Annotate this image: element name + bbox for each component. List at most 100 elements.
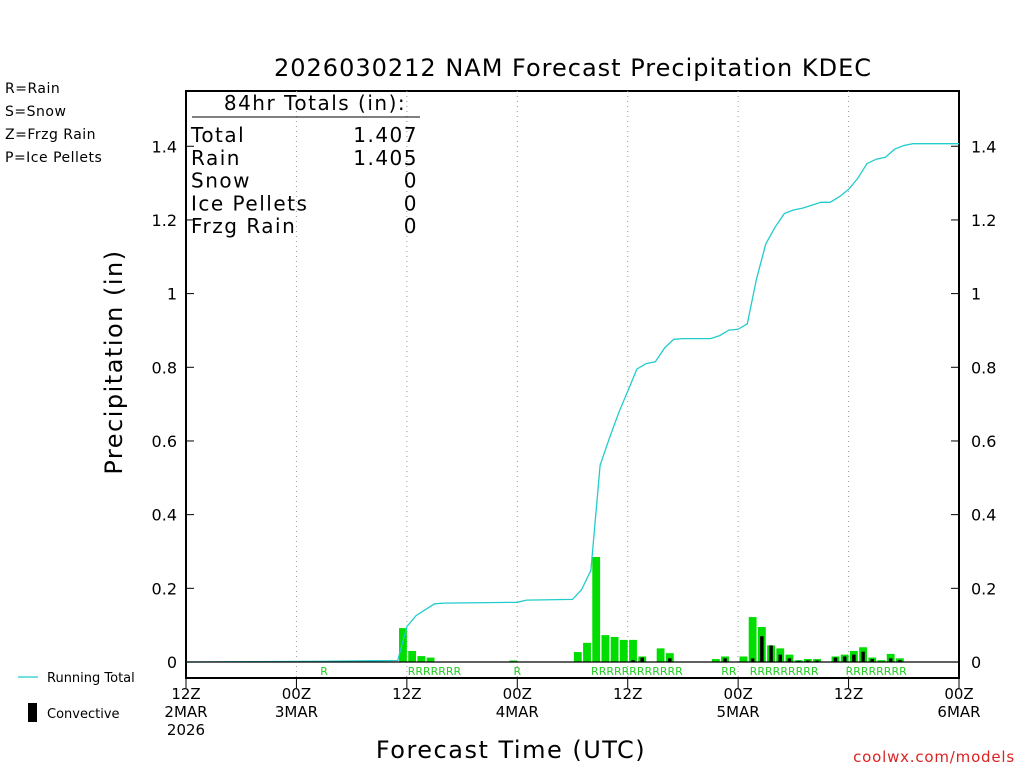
ptype-marker: R — [320, 665, 328, 678]
convective-bar — [750, 658, 755, 662]
running-total-legend-label: Running Total — [47, 671, 135, 686]
y-tick-label-left: 0 — [167, 653, 177, 672]
precip-bar — [573, 652, 582, 662]
x-tick-label: 4MAR — [496, 703, 539, 721]
precip-bar — [748, 617, 757, 662]
precip-bar — [665, 653, 674, 662]
convective-bar — [870, 659, 875, 662]
y-tick-label-left: 1.4 — [152, 137, 177, 156]
ptype-legend-snow: S=Snow — [5, 104, 67, 120]
convective-legend-swatch — [28, 703, 37, 722]
x-tick-label: 00Z — [944, 685, 973, 703]
convective-bar — [769, 645, 773, 662]
precip-bar — [886, 653, 895, 662]
convective-bar — [787, 658, 792, 662]
y-tick-label-right: 1.2 — [971, 211, 996, 230]
convective-bar — [815, 660, 819, 662]
x-tick-label: 12Z — [613, 685, 642, 703]
plot-frame — [185, 90, 960, 679]
totals-row-value: 0 — [404, 169, 418, 193]
x-tick-label: 5MAR — [717, 703, 760, 721]
y-tick-label-right: 0.6 — [971, 432, 996, 451]
chart-title: 2026030212 NAM Forecast Precipitation KD… — [274, 54, 872, 82]
precip-bar — [417, 656, 426, 662]
totals-row-value: 1.405 — [353, 146, 418, 170]
precip-bar — [877, 660, 886, 662]
convective-bar — [631, 660, 635, 662]
totals-row-label: Rain — [191, 146, 241, 170]
convective-legend-label: Convective — [47, 707, 120, 722]
totals-box: 84hr Totals (in): Total 1.407 Rain 1.405 Snow… — [190, 91, 420, 238]
totals-row-value: 0 — [404, 214, 418, 238]
ptype-marker: RR — [721, 665, 737, 678]
y-tick-label-left: 0.6 — [152, 432, 177, 451]
y-tick-label-right: 0 — [971, 653, 981, 672]
precip-bar — [739, 656, 748, 662]
convective-bar — [888, 658, 893, 662]
axes: 0 00.2 0.20.4 0.40.6 0.60.8 0.81 11.2 1.21.4 1.4… — [152, 137, 997, 739]
convective-bar — [842, 656, 847, 662]
credit-text: coolwx.com/models — [853, 748, 1015, 766]
convective-bar — [806, 660, 810, 662]
precip-bar — [601, 635, 610, 662]
x-tick-label: 2MAR — [164, 703, 207, 721]
totals-row-label: Total — [190, 123, 245, 147]
ptype-marker: RRRRRRR — [408, 665, 462, 678]
totals-header: 84hr Totals (in): — [224, 91, 406, 115]
convective-bar — [852, 654, 856, 662]
ptype-marker: RRRRRRRRRRRR — [591, 665, 683, 678]
y-axis-label: Precipitation (in) — [100, 249, 128, 474]
convective-bar — [833, 657, 838, 662]
x-tick-label: 2026 — [167, 721, 205, 739]
precip-bar — [408, 650, 417, 662]
y-tick-label-left: 0.8 — [152, 358, 177, 377]
y-tick-label-right: 1.4 — [971, 137, 996, 156]
ptype-marker: RRRRRRRRR — [750, 665, 819, 678]
ptype-legend-ice-pellets: P=Ice Pellets — [5, 150, 103, 166]
running-total-line — [185, 143, 959, 663]
totals-row-value: 1.407 — [353, 123, 418, 147]
convective-bar — [760, 636, 764, 662]
convective-bar — [778, 654, 782, 662]
precip-bar — [629, 639, 637, 662]
x-tick-label: 6MAR — [937, 703, 980, 721]
totals-row-label: Snow — [191, 169, 251, 193]
y-tick-label-right: 0.4 — [971, 506, 996, 525]
convective-bar — [861, 651, 865, 662]
x-tick-label: 00Z — [503, 685, 532, 703]
x-tick-label: 12Z — [171, 685, 200, 703]
precip-bar — [711, 659, 720, 662]
y-tick-label-right: 0.2 — [971, 579, 996, 598]
ptype-markers: R RRRRRRR R RRRRRRRRRRRR RR RRRRRRRRR RRRRRRRR — [320, 665, 907, 678]
y-tick-label-right: 1 — [971, 285, 981, 304]
convective-bar — [723, 658, 727, 662]
totals-row-label: Frzg Rain — [191, 214, 296, 238]
convective-bar — [668, 658, 672, 662]
precip-bar — [426, 657, 435, 662]
x-axis-label: Forecast Time (UTC) — [376, 736, 646, 764]
precip-bar — [509, 660, 518, 662]
y-tick-label-left: 1.2 — [152, 211, 177, 230]
x-tick-label: 3MAR — [275, 703, 318, 721]
precip-bars — [316, 557, 904, 663]
x-tick-label: 00Z — [723, 685, 752, 703]
ptype-marker: RRRRRRRR — [846, 665, 908, 678]
x-tick-label: 12Z — [392, 685, 421, 703]
totals-row-value: 0 — [404, 191, 418, 215]
running-total-polyline — [185, 143, 959, 663]
precip-bar — [399, 628, 407, 662]
convective-bar — [898, 660, 902, 662]
y-tick-label-right: 0.8 — [971, 358, 996, 377]
precip-bar — [592, 557, 601, 662]
precip-bar — [619, 639, 628, 662]
precip-bar — [610, 636, 619, 662]
y-tick-label-left: 1 — [167, 285, 177, 304]
y-tick-label-left: 0.4 — [152, 506, 177, 525]
y-tick-label-left: 0.2 — [152, 579, 177, 598]
totals-row-label: Ice Pellets — [191, 191, 308, 215]
ptype-legend-rain: R=Rain — [5, 81, 61, 97]
ptype-legend-frzg-rain: Z=Frzg Rain — [5, 127, 97, 143]
precip-bar — [583, 642, 591, 662]
precip-bar — [656, 648, 665, 662]
